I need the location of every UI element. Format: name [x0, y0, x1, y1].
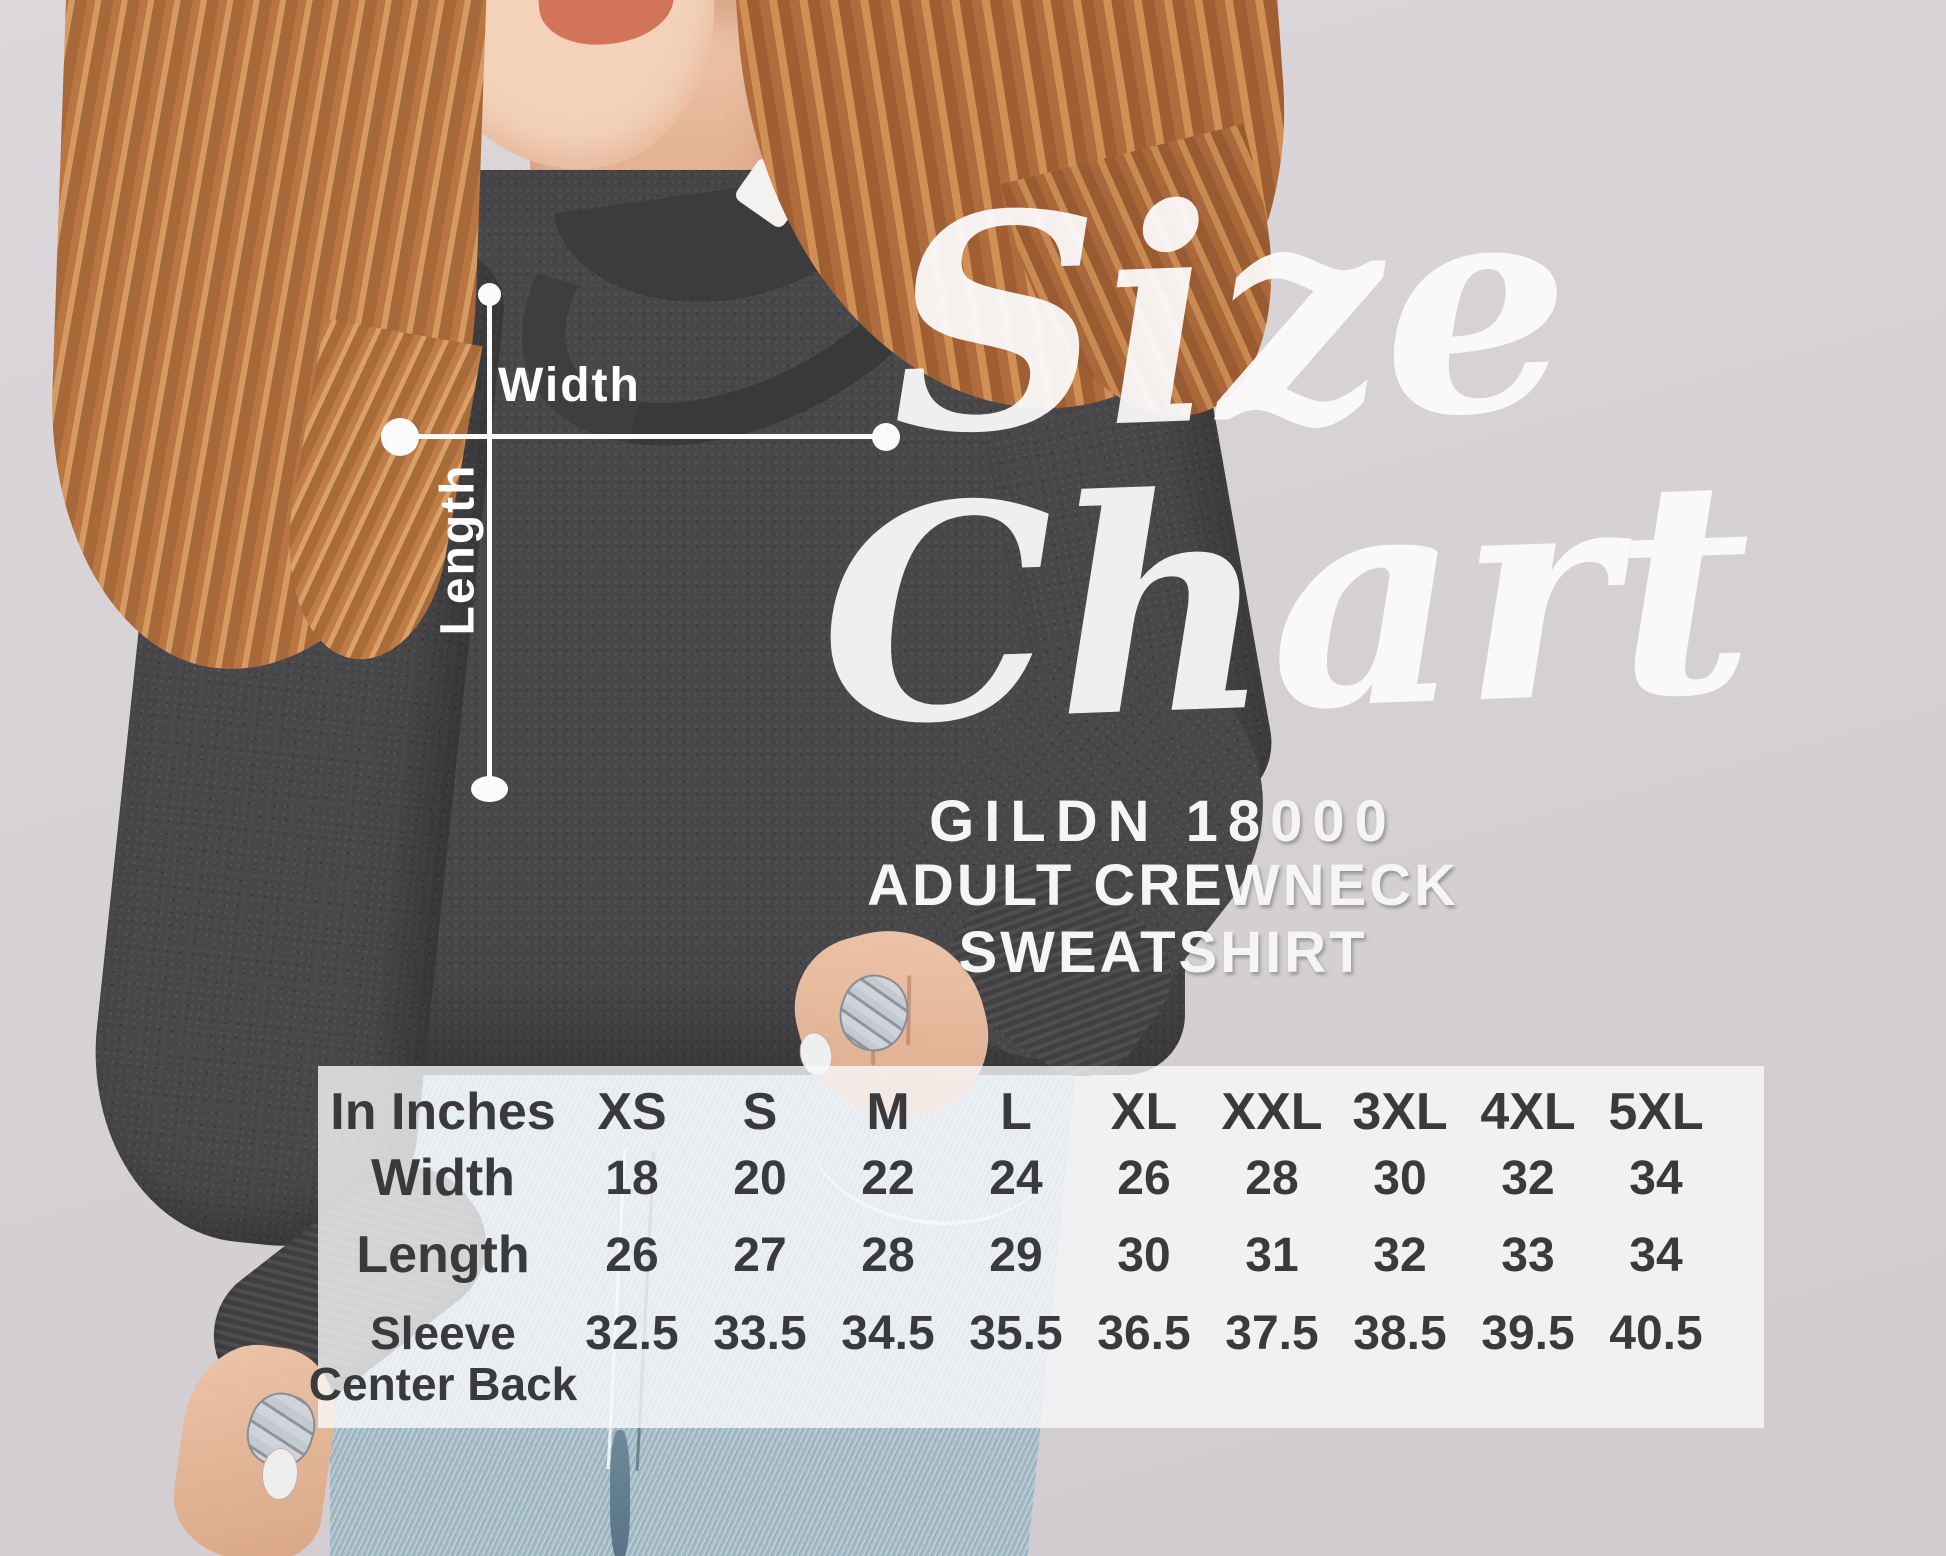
sleeve-value: 36.5	[1097, 1307, 1191, 1360]
length-value: 28	[861, 1228, 915, 1282]
size-column-m: M	[866, 1083, 910, 1142]
length-value: 34	[1629, 1228, 1683, 1282]
size-column-xxl: XXL	[1221, 1083, 1323, 1142]
width-value: 32	[1501, 1151, 1555, 1205]
width-value: 18	[605, 1151, 659, 1205]
length-value: 30	[1117, 1228, 1171, 1282]
title-chart: Chart	[814, 412, 1758, 792]
width-row: Width 18 20 22 24 26 28 30 32 34	[318, 1146, 1764, 1212]
sleeve-label-line1: Sleeve	[370, 1307, 516, 1359]
sleeve-row: Sleeve Center Back 32.5 33.5 34.5 35.5 3…	[309, 1300, 1764, 1458]
size-column-5xl: 5XL	[1608, 1083, 1704, 1142]
sleeve-value: 40.5	[1609, 1307, 1703, 1360]
sleeve-value: 35.5	[969, 1307, 1063, 1360]
length-measure-line	[487, 296, 492, 790]
size-column-xs: XS	[597, 1083, 667, 1142]
length-row: Length 26 27 28 29 30 31 32 33 34	[318, 1212, 1764, 1300]
length-value: 26	[605, 1228, 659, 1282]
row-label-length: Length	[356, 1226, 530, 1285]
sleeve-value: 38.5	[1353, 1307, 1447, 1360]
length-line-bottom-dot	[471, 776, 508, 802]
width-measure-label: Width	[498, 359, 641, 412]
length-value: 29	[989, 1228, 1043, 1282]
unit-header: In Inches	[330, 1083, 556, 1142]
width-value: 34	[1629, 1151, 1683, 1205]
row-label-width: Width	[371, 1149, 515, 1208]
sleeve-value: 33.5	[713, 1307, 807, 1360]
width-value: 20	[733, 1151, 787, 1205]
sleeve-value: 32.5	[585, 1307, 679, 1360]
length-measure-label: Length	[431, 463, 485, 636]
length-value: 33	[1501, 1228, 1555, 1282]
sleeve-value: 34.5	[841, 1307, 935, 1360]
width-value: 24	[989, 1151, 1043, 1205]
width-line-left-dot	[381, 418, 419, 456]
subtitle-product-name: ADULT CREWNECK SWEATSHIRT	[867, 853, 1459, 985]
length-value: 31	[1245, 1228, 1299, 1282]
size-column-xl: XL	[1110, 1083, 1178, 1142]
length-line-top-dot	[478, 283, 501, 306]
length-value: 32	[1373, 1228, 1427, 1282]
width-value: 30	[1373, 1151, 1427, 1205]
length-value: 27	[733, 1228, 787, 1282]
width-value: 26	[1117, 1151, 1171, 1205]
width-value: 22	[861, 1151, 915, 1205]
sleeve-value: 37.5	[1225, 1307, 1319, 1360]
jeans-inseam-shadow	[610, 1430, 630, 1556]
size-column-3xl: 3XL	[1352, 1083, 1448, 1142]
sleeve-label-line2: Center Back	[308, 1357, 578, 1410]
width-line-right-dot	[872, 423, 900, 451]
size-table-panel: In Inches XS S M L XL XXL 3XL 4XL 5XL Wi…	[309, 1066, 1764, 1428]
width-measure-line	[402, 434, 888, 439]
subtitle-style-number: GILDN 18000	[929, 789, 1397, 854]
width-value: 28	[1245, 1151, 1299, 1205]
size-column-l: L	[1000, 1083, 1032, 1142]
row-label-sleeve-center-back: Sleeve Center Back	[309, 1307, 577, 1409]
size-column-4xl: 4XL	[1480, 1083, 1576, 1142]
sleeve-value: 39.5	[1481, 1307, 1575, 1360]
size-column-s: S	[742, 1083, 778, 1142]
size-table-header-row: In Inches XS S M L XL XXL 3XL 4XL 5XL	[318, 1080, 1764, 1146]
